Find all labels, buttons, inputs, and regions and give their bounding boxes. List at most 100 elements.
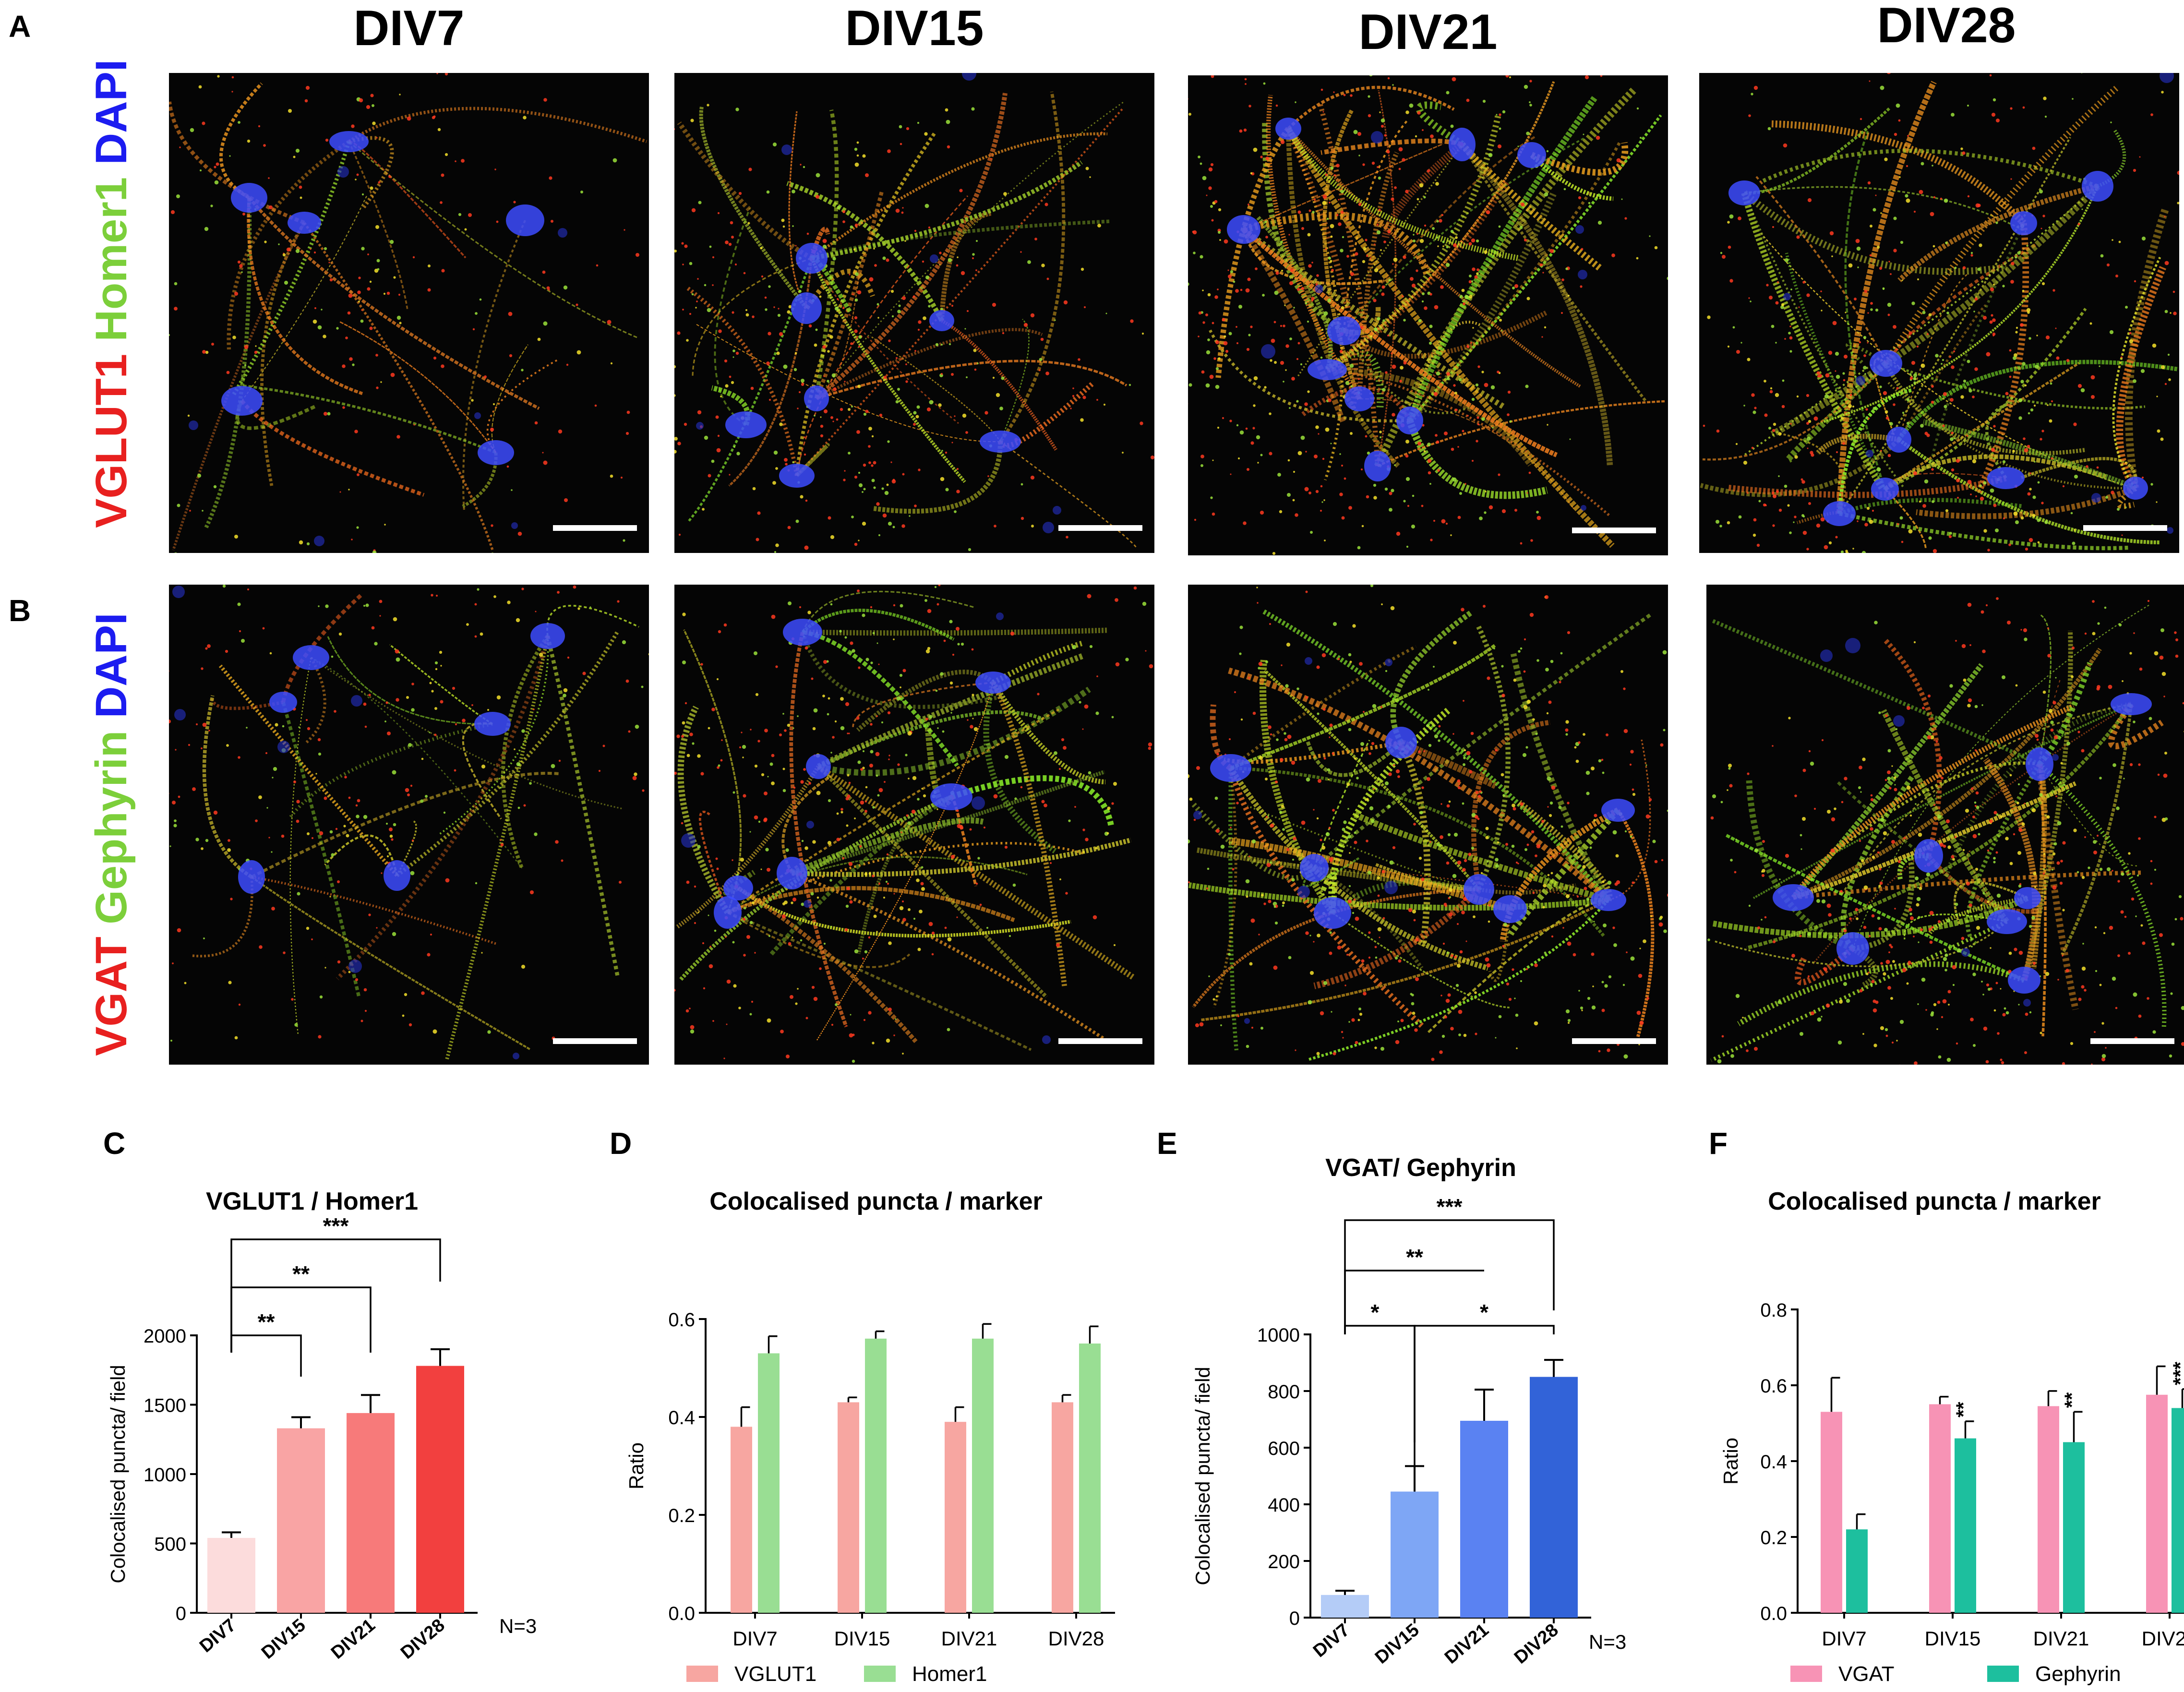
- nuclei-layer: [1227, 118, 1587, 511]
- puncta: [1574, 746, 1577, 749]
- puncta: [734, 263, 737, 266]
- puncta: [1762, 840, 1765, 843]
- puncta: [1952, 984, 1955, 986]
- puncta: [2015, 520, 2019, 524]
- puncta: [1930, 735, 1934, 740]
- puncta: [1338, 199, 1340, 201]
- puncta: [296, 819, 300, 823]
- puncta: [1343, 94, 1346, 96]
- puncta: [296, 800, 300, 804]
- neurite: [1471, 720, 1550, 890]
- puncta: [1840, 550, 1844, 553]
- neurite: [788, 111, 807, 309]
- neurite: [1793, 870, 2144, 900]
- puncta: [265, 752, 267, 754]
- puncta: [1890, 997, 1893, 1000]
- puncta: [1578, 846, 1580, 848]
- puncta: [1919, 190, 1923, 194]
- puncta: [2008, 543, 2011, 546]
- nucleus: [231, 183, 267, 213]
- puncta: [1318, 433, 1320, 435]
- puncta: [1772, 492, 1775, 494]
- nucleus-fragment: [474, 412, 481, 419]
- puncta: [1787, 504, 1790, 507]
- micrograph-b-div15-image: [674, 585, 1153, 1063]
- puncta: [850, 641, 853, 645]
- puncta: [1199, 1022, 1204, 1027]
- puncta: [1082, 851, 1085, 853]
- micrograph-b-div21: [1188, 585, 1668, 1065]
- puncta: [1355, 916, 1359, 921]
- puncta: [1613, 943, 1617, 947]
- puncta: [648, 653, 649, 656]
- puncta: [888, 758, 890, 760]
- puncta: [1224, 335, 1226, 338]
- puncta: [902, 900, 904, 902]
- puncta: [1789, 325, 1791, 327]
- puncta: [1915, 876, 1919, 880]
- puncta: [561, 859, 564, 862]
- neurite: [950, 775, 1115, 827]
- puncta: [323, 335, 326, 338]
- puncta: [768, 398, 771, 401]
- puncta: [174, 819, 177, 822]
- puncta: [1506, 982, 1510, 986]
- puncta: [361, 247, 365, 251]
- puncta: [1474, 991, 1477, 994]
- puncta: [1806, 293, 1810, 297]
- neurite: [1884, 243, 2038, 364]
- puncta: [1870, 308, 1873, 311]
- puncta: [1416, 269, 1418, 272]
- neurite: [999, 91, 1066, 443]
- puncta: [2036, 335, 2038, 336]
- puncta: [1368, 114, 1371, 118]
- puncta: [284, 280, 288, 285]
- puncta: [1854, 298, 1857, 300]
- puncta: [1307, 390, 1310, 393]
- puncta: [2022, 362, 2026, 366]
- puncta: [1020, 251, 1022, 253]
- puncta: [1264, 386, 1267, 389]
- puncta: [2009, 774, 2012, 777]
- puncta: [1970, 252, 1973, 254]
- puncta: [1355, 252, 1358, 256]
- puncta: [832, 736, 835, 739]
- puncta: [1459, 492, 1462, 495]
- puncta: [1985, 604, 1988, 607]
- puncta: [1607, 1048, 1610, 1052]
- puncta: [408, 743, 412, 747]
- puncta: [921, 866, 924, 869]
- puncta: [1903, 837, 1906, 840]
- puncta: [1879, 385, 1882, 388]
- puncta: [2024, 637, 2028, 641]
- puncta: [972, 694, 974, 696]
- puncta: [1283, 381, 1284, 383]
- puncta: [2089, 322, 2092, 325]
- puncta: [2172, 290, 2175, 293]
- puncta: [1821, 739, 1824, 742]
- puncta: [339, 491, 341, 493]
- puncta: [828, 799, 831, 803]
- puncta: [2088, 866, 2090, 869]
- puncta: [1370, 335, 1373, 338]
- puncta: [1949, 355, 1952, 358]
- puncta: [1441, 214, 1444, 216]
- puncta: [1369, 806, 1374, 811]
- puncta: [1928, 313, 1932, 317]
- puncta: [2097, 685, 2100, 689]
- puncta: [1311, 299, 1314, 302]
- puncta: [360, 319, 364, 323]
- puncta: [1887, 777, 1891, 780]
- puncta: [1429, 483, 1431, 485]
- puncta: [1250, 325, 1253, 328]
- puncta: [2110, 121, 2112, 123]
- puncta: [351, 124, 355, 128]
- puncta: [1336, 164, 1340, 168]
- puncta: [411, 683, 414, 685]
- puncta: [551, 220, 553, 223]
- puncta: [1900, 240, 1904, 244]
- puncta: [1536, 844, 1541, 849]
- puncta: [865, 409, 869, 413]
- puncta: [925, 718, 928, 720]
- puncta: [682, 660, 686, 664]
